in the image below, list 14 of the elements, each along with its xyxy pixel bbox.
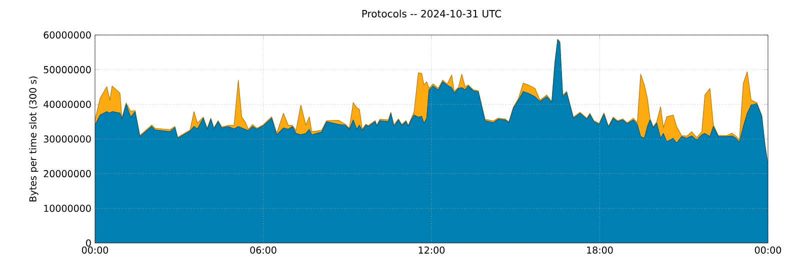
x-tick-label: 18:00: [587, 246, 613, 254]
y-axis-title: Bytes per time slot (300 s): [29, 76, 38, 202]
y-tick-label: 40000000: [44, 100, 91, 108]
x-tick-label: 00:00: [82, 246, 108, 254]
y-tick-label: 30000000: [44, 135, 91, 143]
y-tick-label: 10000000: [44, 204, 91, 212]
y-tick-label: 60000000: [44, 31, 91, 39]
y-tick-label: 50000000: [44, 66, 91, 74]
y-tick-label: 0: [86, 239, 91, 247]
x-tick-label: 06:00: [250, 246, 276, 254]
x-tick-label: 00:00: [754, 246, 782, 254]
chart-title: Protocols -- 2024-10-31 UTC: [362, 10, 502, 18]
x-tick-label: 12:00: [418, 246, 445, 254]
y-tick-label: 20000000: [44, 170, 91, 178]
